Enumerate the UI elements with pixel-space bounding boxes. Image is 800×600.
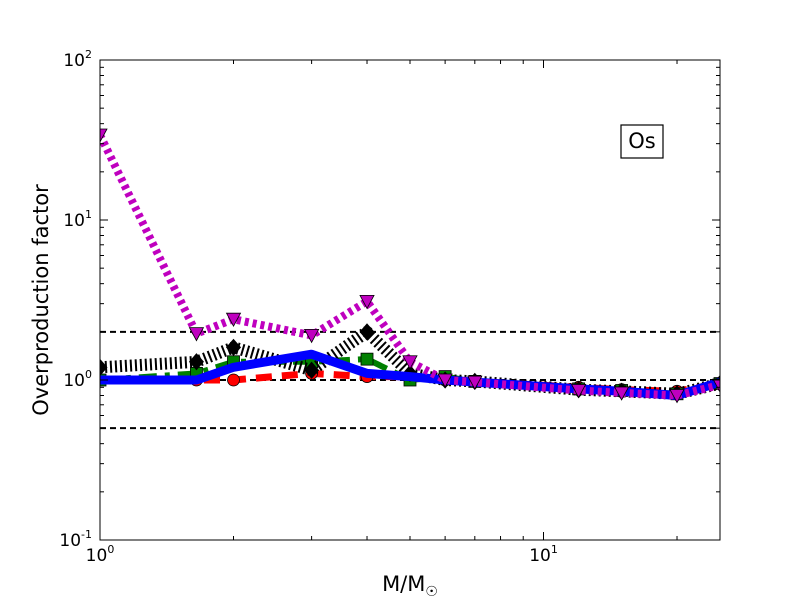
y-tick-base: 10	[63, 211, 85, 231]
series-4-point	[100, 128, 108, 143]
series-4-point	[467, 375, 483, 390]
y-tick-base: 10	[59, 531, 81, 551]
x-tick-base: 10	[529, 546, 551, 566]
series-4-point	[437, 373, 453, 388]
y-axis-title: Overproduction factor	[29, 184, 53, 416]
y-tick-label: 101	[63, 208, 92, 231]
series-4-point	[359, 294, 375, 310]
series-4-point	[613, 386, 630, 401]
series-4-point	[188, 327, 205, 342]
annotation-label: Os	[628, 129, 655, 153]
x-axis-title-main: M/M	[382, 572, 425, 596]
y-tick-base: 10	[63, 371, 85, 391]
y-tick-exponent: 0	[85, 368, 92, 381]
series-4-point	[225, 312, 242, 328]
series-4-point	[303, 328, 320, 344]
x-axis-title-sub: ☉	[425, 584, 438, 600]
series-layer	[100, 128, 720, 404]
series-4-point	[669, 389, 685, 404]
y-tick-base: 10	[63, 51, 85, 71]
series-4	[100, 128, 720, 404]
x-tick-exponent: 0	[107, 543, 114, 556]
series-4-line	[100, 133, 720, 400]
y-tick-label: 10-1	[59, 528, 92, 551]
series-2-point	[188, 353, 204, 371]
series-4-point	[402, 355, 418, 370]
series-4-point	[570, 384, 587, 399]
series-2-point	[359, 323, 375, 341]
y-tick-label: 100	[63, 368, 92, 391]
series-4-point	[712, 378, 720, 393]
x-tick-base: 10	[86, 546, 108, 566]
y-tick-exponent: 2	[85, 48, 92, 61]
annotation-box: Os	[620, 124, 664, 159]
x-axis-title: M/M☉	[382, 572, 438, 600]
series-2-point	[100, 358, 108, 376]
x-tick-label: 100	[86, 543, 115, 566]
y-tick-label: 102	[63, 48, 92, 71]
y-tick-exponent: -1	[81, 528, 92, 541]
x-tick-exponent: 1	[551, 543, 558, 556]
y-tick-exponent: 1	[85, 208, 92, 221]
annotation-frame	[620, 124, 664, 159]
series-2-point	[225, 338, 242, 356]
series-2-point	[304, 361, 320, 379]
x-tick-label: 101	[529, 543, 558, 566]
series-0-point	[227, 373, 240, 387]
series-1-point	[360, 352, 374, 366]
